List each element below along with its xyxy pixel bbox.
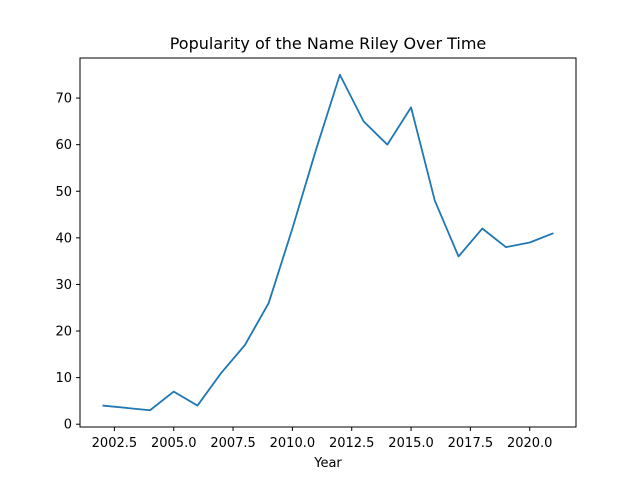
x-tick-label: 2017.5	[448, 436, 494, 451]
y-tick-label: 70	[55, 92, 72, 107]
x-tick-label: 2002.5	[92, 436, 138, 451]
chart-title: Popularity of the Name Riley Over Time	[170, 34, 487, 53]
x-tick-label: 2012.5	[329, 436, 375, 451]
x-tick-label: 2015.0	[388, 436, 434, 451]
y-tick-label: 40	[55, 231, 72, 246]
y-tick-label: 20	[55, 325, 72, 340]
x-tick-label: 2010.0	[270, 436, 316, 451]
series-line	[102, 73, 554, 412]
y-tick-label: 30	[55, 278, 72, 293]
y-tick-label: 60	[55, 138, 72, 153]
x-axis-ticks: 2002.5 2005.0 2007.5 2010.0 2012.5 2015.0 2017…	[92, 427, 553, 451]
y-tick-label: 10	[55, 371, 72, 386]
y-tick-label: 50	[55, 185, 72, 200]
x-tick-label: 2020.0	[507, 436, 553, 451]
y-tick-label: 0	[64, 418, 72, 433]
x-tick-label: 2007.5	[210, 436, 256, 451]
x-tick-label: 2005.0	[151, 436, 197, 451]
plot-frame	[79, 57, 577, 428]
series-layer	[102, 73, 554, 412]
x-axis-label: Year	[313, 456, 342, 471]
y-axis-ticks: 0 10 20 30 40 50 60 70	[55, 92, 80, 433]
